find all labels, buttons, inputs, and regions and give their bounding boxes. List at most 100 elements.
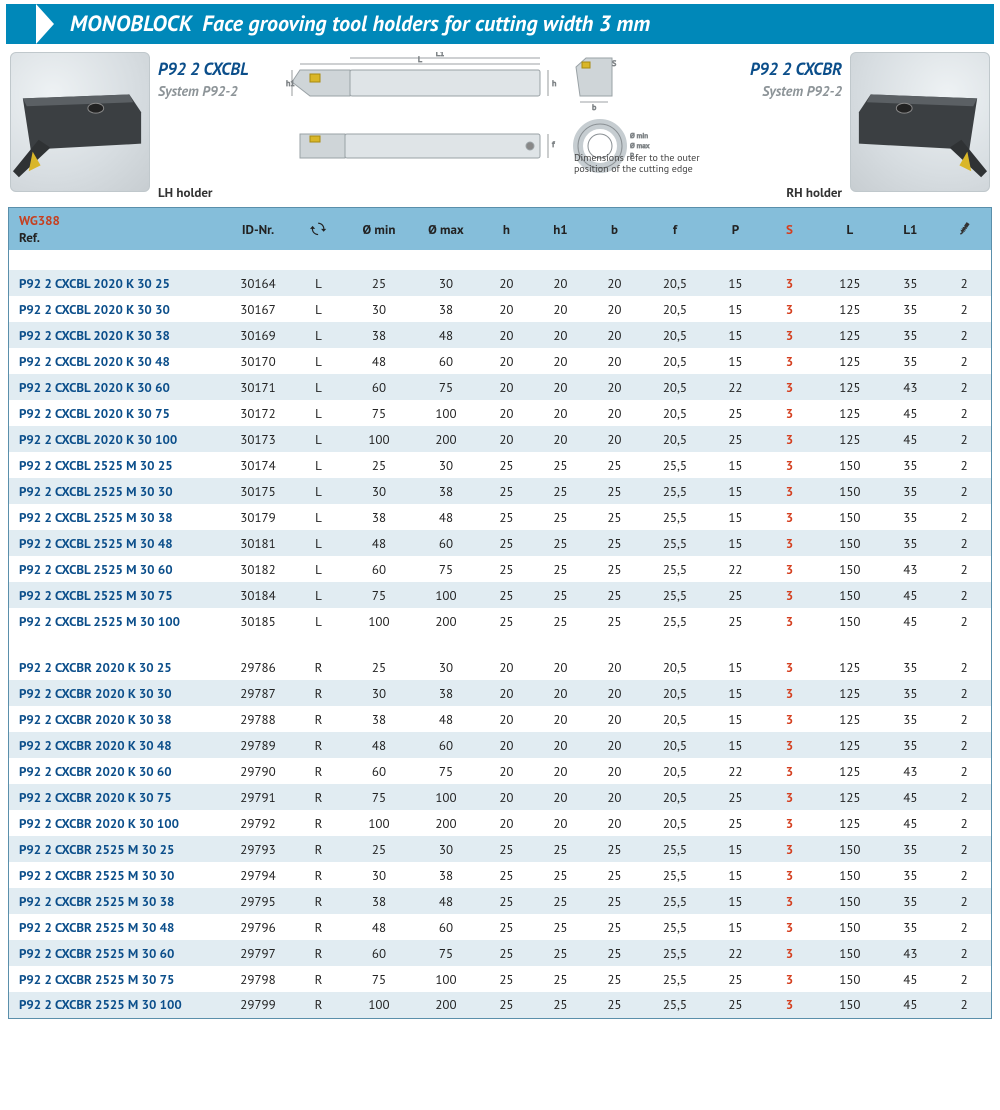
- cell-value: 29791: [225, 784, 292, 810]
- cell-ref: P92 2 CXCBL 2020 K 30 75: [9, 400, 225, 426]
- title-text: Face grooving tool holders for cutting w…: [202, 10, 650, 38]
- cell-value: 30185: [225, 608, 292, 634]
- cell-ref: P92 2 CXCBL 2525 M 30 38: [9, 504, 225, 530]
- cell-ref: P92 2 CXCBR 2020 K 30 38: [9, 706, 225, 732]
- cell-value: 150: [816, 582, 883, 608]
- spec-table: WG388 Ref. ID-Nr. Ø min Ø max h h1 b f P…: [8, 207, 992, 1019]
- cell-value: 3: [762, 654, 816, 680]
- cell-value: 25: [533, 452, 587, 478]
- diagram-note: Dimensions refer to the outer position o…: [574, 152, 714, 174]
- col-s: S: [762, 208, 816, 251]
- cell-value: 48: [412, 888, 479, 914]
- cell-value: L: [292, 400, 346, 426]
- cell-value: 2: [937, 348, 991, 374]
- cell-value: 25: [479, 478, 533, 504]
- cell-value: 15: [708, 732, 762, 758]
- left-label-block: P92 2 CXCBL System P92-2 LH holder: [158, 52, 268, 201]
- cell-value: 3: [762, 862, 816, 888]
- cell-value: 30: [346, 296, 413, 322]
- cell-value: 2: [937, 914, 991, 940]
- cell-ref: P92 2 CXCBL 2020 K 30 100: [9, 426, 225, 452]
- cell-value: 20,5: [641, 758, 708, 784]
- cell-value: 25: [533, 556, 587, 582]
- cell-value: 3: [762, 348, 816, 374]
- cell-value: 30: [346, 478, 413, 504]
- table-row: P92 2 CXCBL 2020 K 30 3830169L3848202020…: [9, 322, 992, 348]
- cell-value: 3: [762, 784, 816, 810]
- cell-value: 25: [346, 270, 413, 296]
- cell-value: 25: [587, 914, 641, 940]
- cell-value: 20: [479, 654, 533, 680]
- cell-value: R: [292, 966, 346, 992]
- cell-value: 15: [708, 862, 762, 888]
- cell-value: 35: [883, 680, 937, 706]
- cell-value: 20: [479, 732, 533, 758]
- cell-value: 25: [479, 556, 533, 582]
- cell-value: 38: [412, 478, 479, 504]
- cell-value: 25: [346, 836, 413, 862]
- cell-value: 35: [883, 270, 937, 296]
- right-system: System P92-2: [732, 82, 842, 100]
- cell-value: 20: [533, 426, 587, 452]
- cell-value: 25: [479, 504, 533, 530]
- cell-value: 30174: [225, 452, 292, 478]
- cell-value: 3: [762, 914, 816, 940]
- cell-value: 25: [587, 992, 641, 1018]
- cell-value: 2: [937, 654, 991, 680]
- cell-value: 25: [708, 810, 762, 836]
- col-ref: WG388 Ref.: [9, 208, 225, 251]
- cell-value: 25: [479, 940, 533, 966]
- cell-value: 38: [346, 706, 413, 732]
- table-row: P92 2 CXCBR 2020 K 30 4829789R4860202020…: [9, 732, 992, 758]
- cell-value: 2: [937, 706, 991, 732]
- cell-value: 25: [708, 992, 762, 1018]
- cell-value: 150: [816, 992, 883, 1018]
- cell-value: 48: [346, 914, 413, 940]
- cell-value: 30: [346, 680, 413, 706]
- cell-value: 29794: [225, 862, 292, 888]
- cell-value: 25: [587, 888, 641, 914]
- hero-row: P92 2 CXCBL System P92-2 LH holder: [10, 52, 990, 201]
- cell-value: 25: [708, 582, 762, 608]
- table-row: P92 2 CXCBL 2525 M 30 3830179L3848252525…: [9, 504, 992, 530]
- cell-value: 15: [708, 680, 762, 706]
- cell-value: 30167: [225, 296, 292, 322]
- product-photo-left: [10, 52, 150, 192]
- table-row: P92 2 CXCBR 2525 M 30 3829795R3848252525…: [9, 888, 992, 914]
- cell-value: 125: [816, 426, 883, 452]
- cell-value: 3: [762, 530, 816, 556]
- cell-value: 20: [533, 810, 587, 836]
- cell-value: 45: [883, 608, 937, 634]
- cell-value: 3: [762, 758, 816, 784]
- cell-value: 2: [937, 992, 991, 1018]
- cell-value: 20: [587, 374, 641, 400]
- cell-value: 35: [883, 862, 937, 888]
- cell-value: 2: [937, 836, 991, 862]
- chevron-right-icon: [36, 4, 54, 44]
- cell-value: R: [292, 940, 346, 966]
- cell-ref: P92 2 CXCBR 2525 M 30 100: [9, 992, 225, 1018]
- cell-value: 20: [533, 680, 587, 706]
- cell-value: 20,5: [641, 784, 708, 810]
- cell-value: 2: [937, 862, 991, 888]
- cell-ref: P92 2 CXCBR 2020 K 30 100: [9, 810, 225, 836]
- cell-value: R: [292, 914, 346, 940]
- cell-value: 30171: [225, 374, 292, 400]
- left-system: System P92-2: [158, 82, 268, 100]
- table-row: P92 2 CXCBL 2525 M 30 4830181L4860252525…: [9, 530, 992, 556]
- cell-value: 20: [533, 758, 587, 784]
- cell-value: 25: [479, 966, 533, 992]
- cell-value: 3: [762, 374, 816, 400]
- cell-value: 20: [533, 706, 587, 732]
- cell-value: 3: [762, 836, 816, 862]
- cell-value: 35: [883, 348, 937, 374]
- cell-value: 125: [816, 322, 883, 348]
- cell-value: 2: [937, 758, 991, 784]
- col-omax: Ø max: [412, 208, 479, 251]
- cell-value: 200: [412, 810, 479, 836]
- cell-value: 60: [412, 348, 479, 374]
- cell-value: 25: [533, 940, 587, 966]
- cell-value: 25: [587, 452, 641, 478]
- table-row: P92 2 CXCBL 2020 K 30 4830170L4860202020…: [9, 348, 992, 374]
- cell-value: 20,5: [641, 426, 708, 452]
